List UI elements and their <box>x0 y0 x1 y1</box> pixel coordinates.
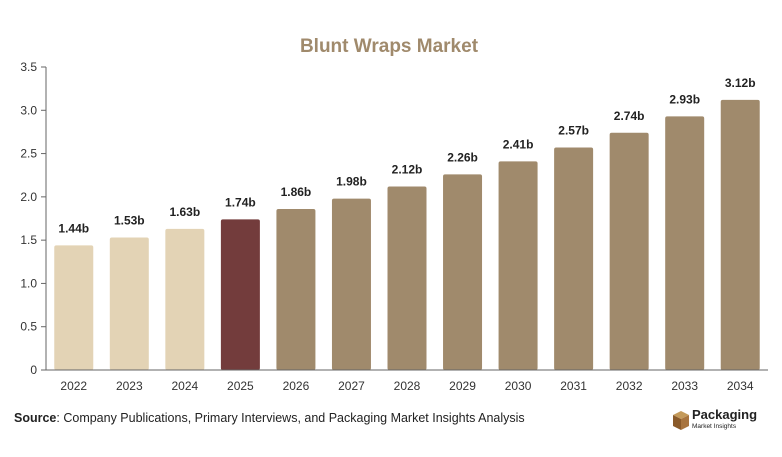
data-labels: 1.44b 1.53b 1.63b 1.74b 1.86b 1.98b 2.12b 2.26b… <box>58 76 755 235</box>
bar-2028 <box>387 186 427 370</box>
x-tick-label-2026: 2026 <box>283 379 310 393</box>
x-tick-label-2032: 2032 <box>616 379 643 393</box>
source-text: : Company Publications, Primary Intervie… <box>56 411 525 425</box>
x-tick-label-2025: 2025 <box>227 379 254 393</box>
x-tick-label-2033: 2033 <box>671 379 698 393</box>
y-tick-label: 2.5 <box>20 147 37 161</box>
y-tick-label: 2.0 <box>20 190 37 204</box>
data-label-2025: 1.74b <box>225 195 256 209</box>
x-tick-label-2028: 2028 <box>394 379 421 393</box>
chart-title: Blunt Wraps Market <box>300 36 479 57</box>
y-tick-label: 0.5 <box>20 320 37 334</box>
bar-2023 <box>109 237 149 370</box>
logo-tagline: Market Insights <box>692 423 737 430</box>
y-tick-label: 1.5 <box>20 233 37 247</box>
bar-2034 <box>720 99 760 370</box>
bar-2026 <box>276 208 316 370</box>
bar-2031 <box>554 147 594 370</box>
data-label-2028: 2.12b <box>392 162 423 176</box>
brand-logo: Packaging Market Insights <box>672 405 772 439</box>
data-label-2022: 1.44b <box>58 221 89 235</box>
y-tick-label: 3.0 <box>20 103 37 117</box>
data-label-2030: 2.41b <box>503 137 534 151</box>
bar-2029 <box>443 174 483 370</box>
bar-2033 <box>665 116 705 371</box>
bar-2024 <box>165 228 205 370</box>
y-tick-label: 0 <box>30 363 37 377</box>
x-tick-label-2022: 2022 <box>60 379 87 393</box>
x-tick-label-2030: 2030 <box>505 379 532 393</box>
bar-2027 <box>331 198 371 370</box>
y-tick-label: 1.0 <box>20 276 37 290</box>
bar-2030 <box>498 161 538 370</box>
y-tick-label: 3.5 <box>20 60 37 74</box>
y-axis: 0 0.5 1.0 1.5 2.0 2.5 3.0 3.5 <box>20 60 47 377</box>
x-tick-label-2024: 2024 <box>171 379 198 393</box>
bar-2022 <box>54 245 94 370</box>
data-label-2023: 1.53b <box>114 214 145 228</box>
x-tick-label-2031: 2031 <box>560 379 587 393</box>
bars <box>54 99 760 371</box>
x-tick-label-2029: 2029 <box>449 379 476 393</box>
x-axis: 2022 2023 2024 2025 2026 2027 2028 2029 2030 2031… <box>46 369 768 393</box>
x-tick-label-2027: 2027 <box>338 379 365 393</box>
bar-2025 <box>220 219 260 370</box>
logo-name: Packaging <box>692 407 758 422</box>
data-label-2027: 1.98b <box>336 175 367 189</box>
data-label-2029: 2.26b <box>447 150 478 164</box>
data-label-2032: 2.74b <box>614 109 645 123</box>
data-label-2034: 3.12b <box>725 76 756 90</box>
x-tick-label-2034: 2034 <box>727 379 754 393</box>
data-label-2031: 2.57b <box>558 124 589 138</box>
data-label-2033: 2.93b <box>669 92 700 106</box>
bar-2032 <box>609 132 649 370</box>
source-label: Source <box>14 411 57 425</box>
data-label-2024: 1.63b <box>170 205 201 219</box>
box-icon <box>673 411 689 430</box>
source-note: Source: Company Publications, Primary In… <box>14 411 525 425</box>
data-label-2026: 1.86b <box>281 185 312 199</box>
x-tick-label-2023: 2023 <box>116 379 143 393</box>
